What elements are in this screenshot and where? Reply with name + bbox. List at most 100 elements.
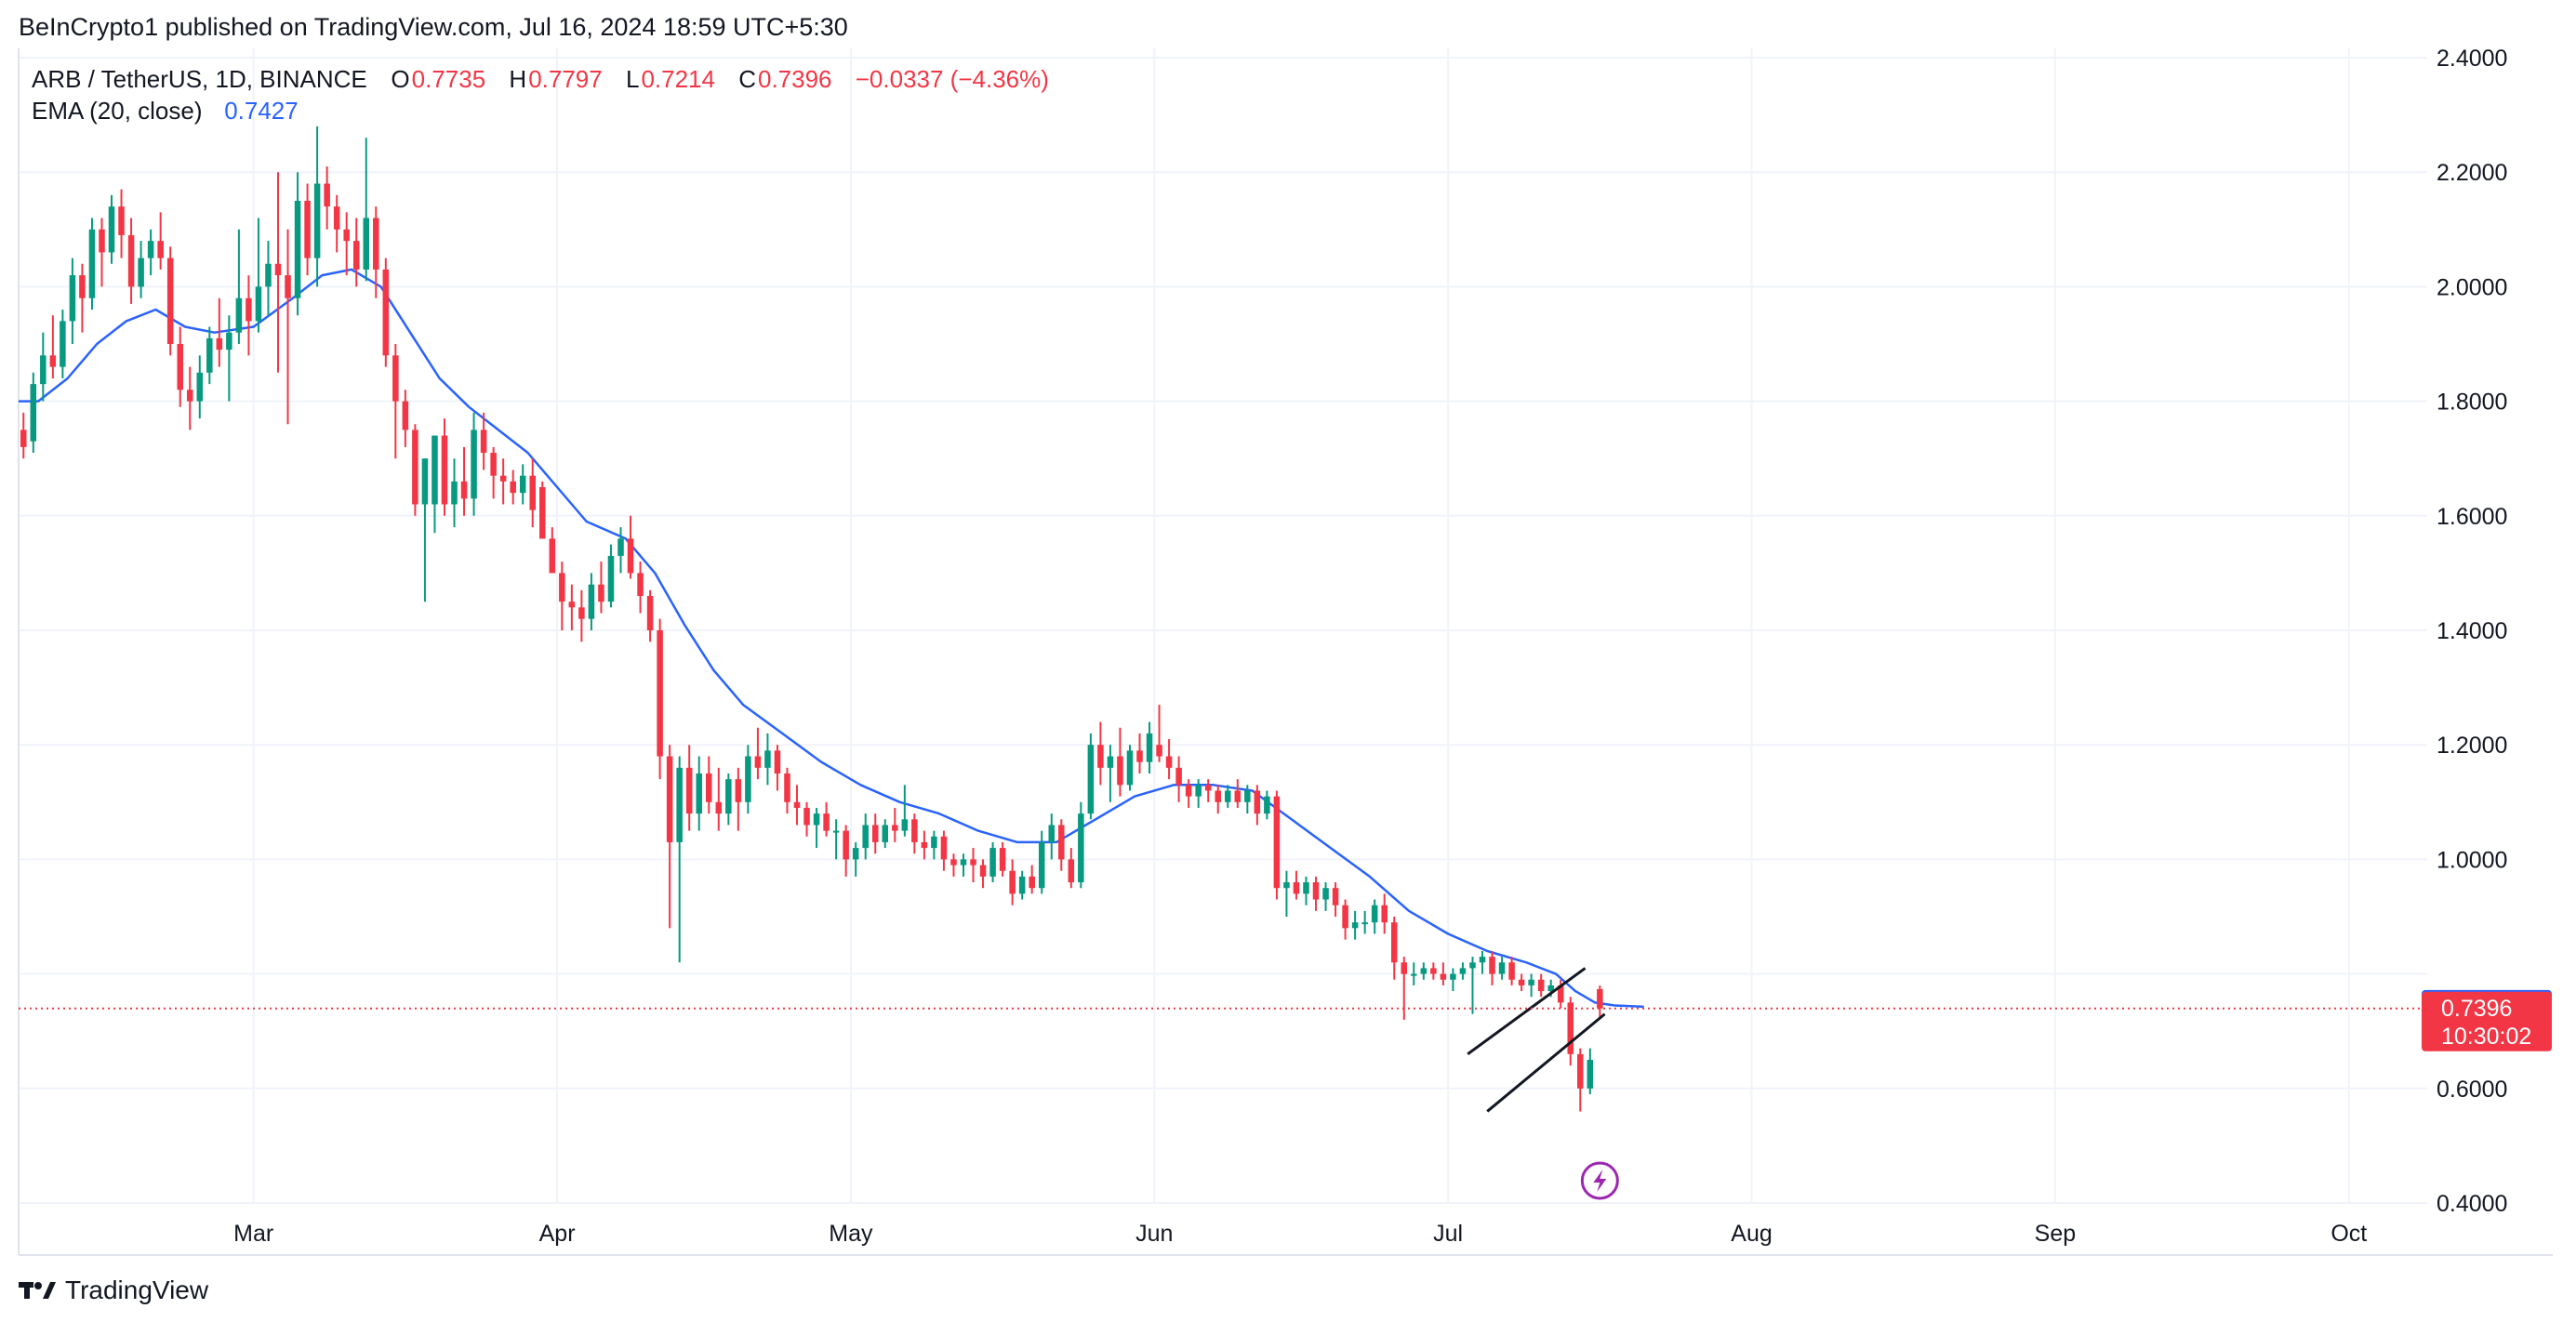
candle bbox=[313, 126, 321, 287]
candle bbox=[402, 390, 409, 447]
candle-body bbox=[1450, 973, 1456, 980]
candle bbox=[1597, 985, 1603, 1020]
candle-body bbox=[196, 372, 204, 402]
open-value: 0.7735 bbox=[411, 65, 486, 93]
candle-body bbox=[1547, 985, 1554, 992]
y-axis[interactable]: 2.4000 2.2000 2.0000 1.8000 1.6000 1.4000 1.20… bbox=[2437, 46, 2507, 1217]
candle-body bbox=[421, 458, 429, 505]
grid-lines bbox=[19, 48, 2427, 1204]
candle-body bbox=[1107, 756, 1114, 768]
candle-body bbox=[1537, 979, 1545, 992]
candle-body bbox=[1557, 985, 1564, 1003]
candle bbox=[99, 218, 105, 287]
candle bbox=[901, 785, 909, 837]
candle-body bbox=[324, 183, 330, 207]
candle bbox=[79, 263, 86, 333]
candle-body bbox=[20, 430, 27, 447]
candle-body bbox=[1087, 745, 1095, 814]
candle-body bbox=[705, 773, 712, 802]
candle-body bbox=[931, 836, 937, 849]
candle bbox=[1165, 739, 1173, 780]
candle-body bbox=[793, 801, 801, 808]
candle bbox=[1479, 950, 1486, 974]
candle-body bbox=[1577, 1053, 1584, 1089]
candle-body bbox=[1312, 882, 1320, 900]
candle-body bbox=[1303, 882, 1309, 894]
candle-body bbox=[499, 475, 507, 482]
x-tick-label: Oct bbox=[2330, 1221, 2367, 1247]
candle-body bbox=[1048, 825, 1056, 842]
ema-label: EMA (20, close) bbox=[32, 97, 203, 125]
candle bbox=[1048, 813, 1056, 860]
candle-body bbox=[676, 767, 683, 842]
candle-body bbox=[646, 596, 654, 630]
candle bbox=[559, 562, 565, 630]
candle bbox=[1234, 779, 1242, 808]
candle bbox=[1518, 973, 1525, 992]
candle bbox=[118, 189, 125, 258]
candle-body bbox=[118, 206, 125, 235]
x-tick-label: Jun bbox=[1135, 1221, 1173, 1247]
candle-body bbox=[206, 337, 213, 373]
candle-body bbox=[754, 756, 762, 768]
candle-body bbox=[382, 269, 390, 356]
candle bbox=[607, 544, 615, 608]
candle bbox=[441, 418, 448, 516]
x-tick-label: Jul bbox=[1433, 1221, 1463, 1247]
candle-body bbox=[333, 206, 340, 230]
candle bbox=[285, 229, 291, 425]
candle bbox=[617, 527, 624, 574]
y-tick-label: 2.4000 bbox=[2437, 46, 2507, 72]
candle-body bbox=[862, 825, 869, 849]
candle-body bbox=[1204, 785, 1212, 791]
candle bbox=[646, 589, 654, 642]
candle-body bbox=[1165, 756, 1173, 768]
candle bbox=[60, 310, 66, 378]
y-tick-label: 0.6000 bbox=[2437, 1077, 2507, 1103]
candle bbox=[823, 801, 830, 837]
x-tick-label: Sep bbox=[2035, 1221, 2076, 1247]
candle bbox=[1273, 790, 1281, 900]
candle-body bbox=[69, 275, 76, 322]
candle-body bbox=[657, 630, 663, 757]
candle-body bbox=[921, 841, 928, 849]
candle-body bbox=[166, 258, 174, 344]
candle-body bbox=[1097, 745, 1104, 768]
candle bbox=[30, 372, 37, 454]
wedge-upper-line bbox=[1467, 967, 1587, 1056]
candle-body bbox=[843, 830, 849, 860]
candle-body bbox=[764, 750, 771, 768]
candle-body bbox=[892, 825, 898, 831]
candle bbox=[196, 355, 204, 419]
candle bbox=[598, 562, 604, 614]
candle bbox=[421, 458, 429, 602]
candle bbox=[725, 773, 732, 826]
candle bbox=[166, 246, 174, 356]
x-tick-label: Mar bbox=[233, 1221, 273, 1247]
candle-body bbox=[989, 848, 996, 877]
candle bbox=[451, 458, 458, 528]
candle-body bbox=[49, 355, 57, 367]
candle-body bbox=[88, 229, 96, 298]
last-price-badge bbox=[2422, 991, 2552, 1051]
tradingview-logo[interactable]: TradingView bbox=[19, 1276, 208, 1305]
candle-body bbox=[539, 487, 546, 539]
candle-body bbox=[1587, 1060, 1594, 1089]
candle bbox=[1390, 917, 1398, 980]
candle bbox=[108, 194, 115, 264]
candle-body bbox=[1351, 922, 1359, 929]
candle bbox=[1430, 962, 1437, 980]
candle-body bbox=[363, 218, 370, 270]
candle bbox=[265, 241, 272, 316]
candle-body bbox=[1381, 905, 1388, 923]
candle bbox=[813, 807, 820, 849]
candle-body bbox=[1225, 790, 1231, 802]
candle-body bbox=[970, 859, 976, 866]
candle bbox=[471, 412, 477, 516]
alert-marker[interactable] bbox=[1580, 1161, 1619, 1200]
x-axis[interactable]: Mar Apr May Jun Jul Aug Sep Oct bbox=[233, 1221, 2367, 1247]
candle-body bbox=[1293, 882, 1300, 894]
candle-body bbox=[1117, 756, 1123, 786]
candle bbox=[754, 727, 762, 780]
